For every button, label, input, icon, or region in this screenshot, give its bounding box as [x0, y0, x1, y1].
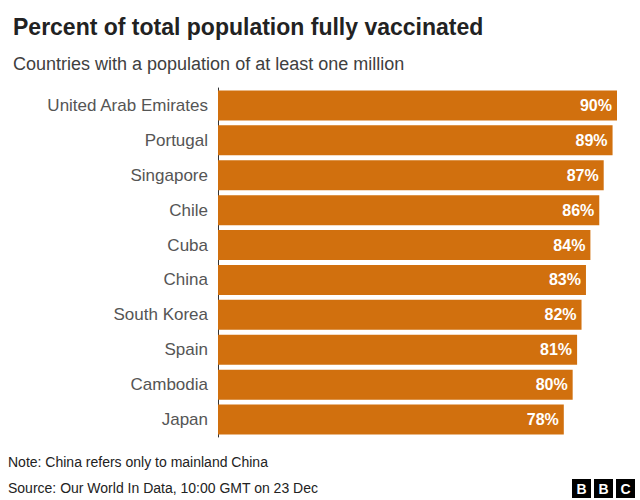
- svg-text:81%: 81%: [540, 341, 572, 358]
- svg-text:Source: Our World In Data, 10:: Source: Our World In Data, 10:00 GMT on …: [8, 480, 318, 496]
- svg-text:80%: 80%: [536, 376, 568, 393]
- svg-text:87%: 87%: [567, 167, 599, 184]
- svg-text:89%: 89%: [576, 132, 608, 149]
- svg-text:Cuba: Cuba: [167, 236, 208, 255]
- svg-text:90%: 90%: [580, 97, 612, 114]
- svg-text:South Korea: South Korea: [113, 305, 208, 324]
- svg-text:B: B: [576, 481, 586, 497]
- svg-text:Note: China refers only to mai: Note: China refers only to mainland Chin…: [8, 454, 268, 470]
- svg-text:84%: 84%: [553, 237, 585, 254]
- svg-text:Percent of total population fu: Percent of total population fully vaccin…: [13, 14, 483, 40]
- svg-text:Singapore: Singapore: [130, 166, 208, 185]
- svg-text:86%: 86%: [562, 202, 594, 219]
- svg-text:Chile: Chile: [169, 201, 208, 220]
- svg-text:Cambodia: Cambodia: [131, 375, 209, 394]
- svg-text:United Arab Emirates: United Arab Emirates: [47, 96, 208, 115]
- svg-text:Spain: Spain: [165, 340, 208, 359]
- svg-text:China: China: [164, 270, 209, 289]
- svg-text:Japan: Japan: [162, 410, 208, 429]
- svg-text:C: C: [620, 481, 630, 497]
- svg-text:78%: 78%: [527, 411, 559, 428]
- svg-text:Countries with a population of: Countries with a population of at least …: [13, 54, 404, 74]
- svg-text:83%: 83%: [549, 271, 581, 288]
- svg-text:Portugal: Portugal: [145, 131, 208, 150]
- svg-text:B: B: [598, 481, 608, 497]
- svg-text:82%: 82%: [545, 306, 577, 323]
